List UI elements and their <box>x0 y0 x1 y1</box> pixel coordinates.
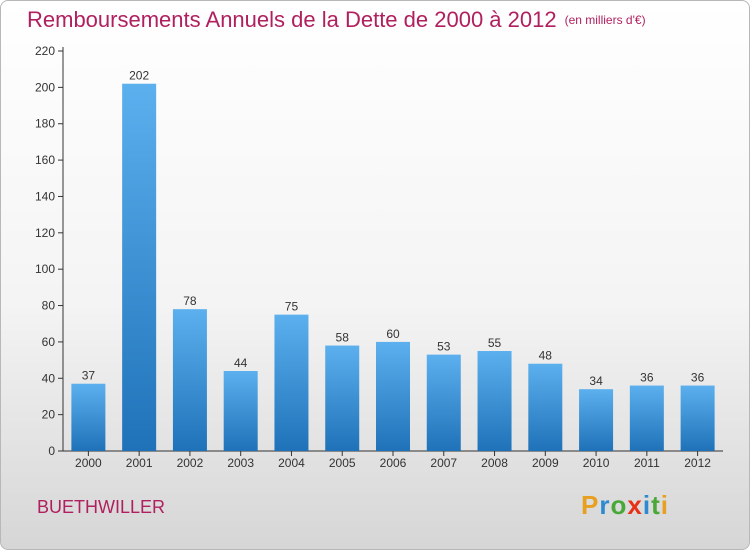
y-tick-label: 80 <box>42 299 56 313</box>
bar-2011 <box>629 385 664 451</box>
bar-value-label: 48 <box>539 349 553 363</box>
bar-value-label: 36 <box>691 371 705 385</box>
bar-2010 <box>579 389 614 451</box>
bar-value-label: 55 <box>488 336 502 350</box>
bar-value-label: 58 <box>336 331 350 345</box>
bars: 37 202 78 44 75 58 60 53 55 48 34 36 36 <box>71 69 715 452</box>
y-tick-label: 40 <box>42 371 56 385</box>
y-tick-label: 100 <box>35 262 55 276</box>
bar-2007 <box>426 354 461 451</box>
bar-2000 <box>71 383 106 451</box>
y-tick-label: 0 <box>48 444 55 458</box>
bar-2005 <box>325 345 360 451</box>
y-tick-label: 60 <box>42 335 56 349</box>
y-tick-label: 20 <box>42 408 56 422</box>
bar-value-label: 44 <box>234 356 248 370</box>
logo-letter: t <box>651 490 661 520</box>
x-tick-label: 2007 <box>430 456 457 470</box>
y-tick-label: 160 <box>35 153 55 167</box>
bar-value-label: 53 <box>437 340 451 354</box>
chart-title: Remboursements Annuels de la Dette de 20… <box>27 7 646 32</box>
x-tick-label: 2003 <box>227 456 254 470</box>
bar-2001 <box>122 83 157 452</box>
y-tick-label: 180 <box>35 117 55 131</box>
x-tick-label: 2004 <box>278 456 305 470</box>
bar-value-label: 202 <box>129 69 149 83</box>
logo-letter: P <box>581 490 600 520</box>
x-tick-label: 2005 <box>329 456 356 470</box>
logo-letter: i <box>660 490 669 520</box>
logo-letter: x <box>627 490 643 520</box>
y-axis: 0 20 40 60 80 100 120 140 160 180 200 220 <box>35 44 64 458</box>
bar-value-label: 37 <box>82 369 96 383</box>
y-tick-label: 140 <box>35 189 55 203</box>
bar-value-label: 78 <box>183 294 197 308</box>
bar-2009 <box>528 363 563 451</box>
bar-2004 <box>274 314 309 451</box>
chart-subtitle: (en milliers d'€) <box>564 13 646 27</box>
x-tick-label: 2002 <box>177 456 204 470</box>
logo-letter: r <box>599 490 611 520</box>
y-tick-label: 200 <box>35 80 55 94</box>
logo-letter: o <box>610 490 628 520</box>
bar-2012 <box>680 385 715 451</box>
x-tick-label: 2006 <box>380 456 407 470</box>
bar-value-label: 34 <box>589 374 603 388</box>
bar-value-label: 75 <box>285 300 299 314</box>
x-tick-label: 2008 <box>481 456 508 470</box>
x-tick-label: 2011 <box>634 456 660 470</box>
y-tick-label: 120 <box>35 226 55 240</box>
bar-2008 <box>477 351 512 451</box>
commune-name: BUETHWILLER <box>37 497 166 517</box>
bar-2006 <box>376 341 410 451</box>
x-tick-label: 2009 <box>532 456 559 470</box>
x-tick-label: 2012 <box>684 456 711 470</box>
y-tick-label: 220 <box>35 44 55 58</box>
bar-2002 <box>172 309 207 451</box>
x-tick-label: 2001 <box>126 456 153 470</box>
x-axis: 2000 2001 2002 2003 2004 2005 2006 2007 2008 2009… <box>63 450 723 470</box>
logo-letter: i <box>642 490 652 520</box>
x-tick-label: 2010 <box>583 456 610 470</box>
bar-value-label: 60 <box>386 327 400 341</box>
x-tick-label: 2000 <box>75 456 102 470</box>
bar-value-label: 36 <box>640 371 654 385</box>
proxiti-logo: Proxiti <box>581 490 669 521</box>
bar-2003 <box>223 371 258 451</box>
